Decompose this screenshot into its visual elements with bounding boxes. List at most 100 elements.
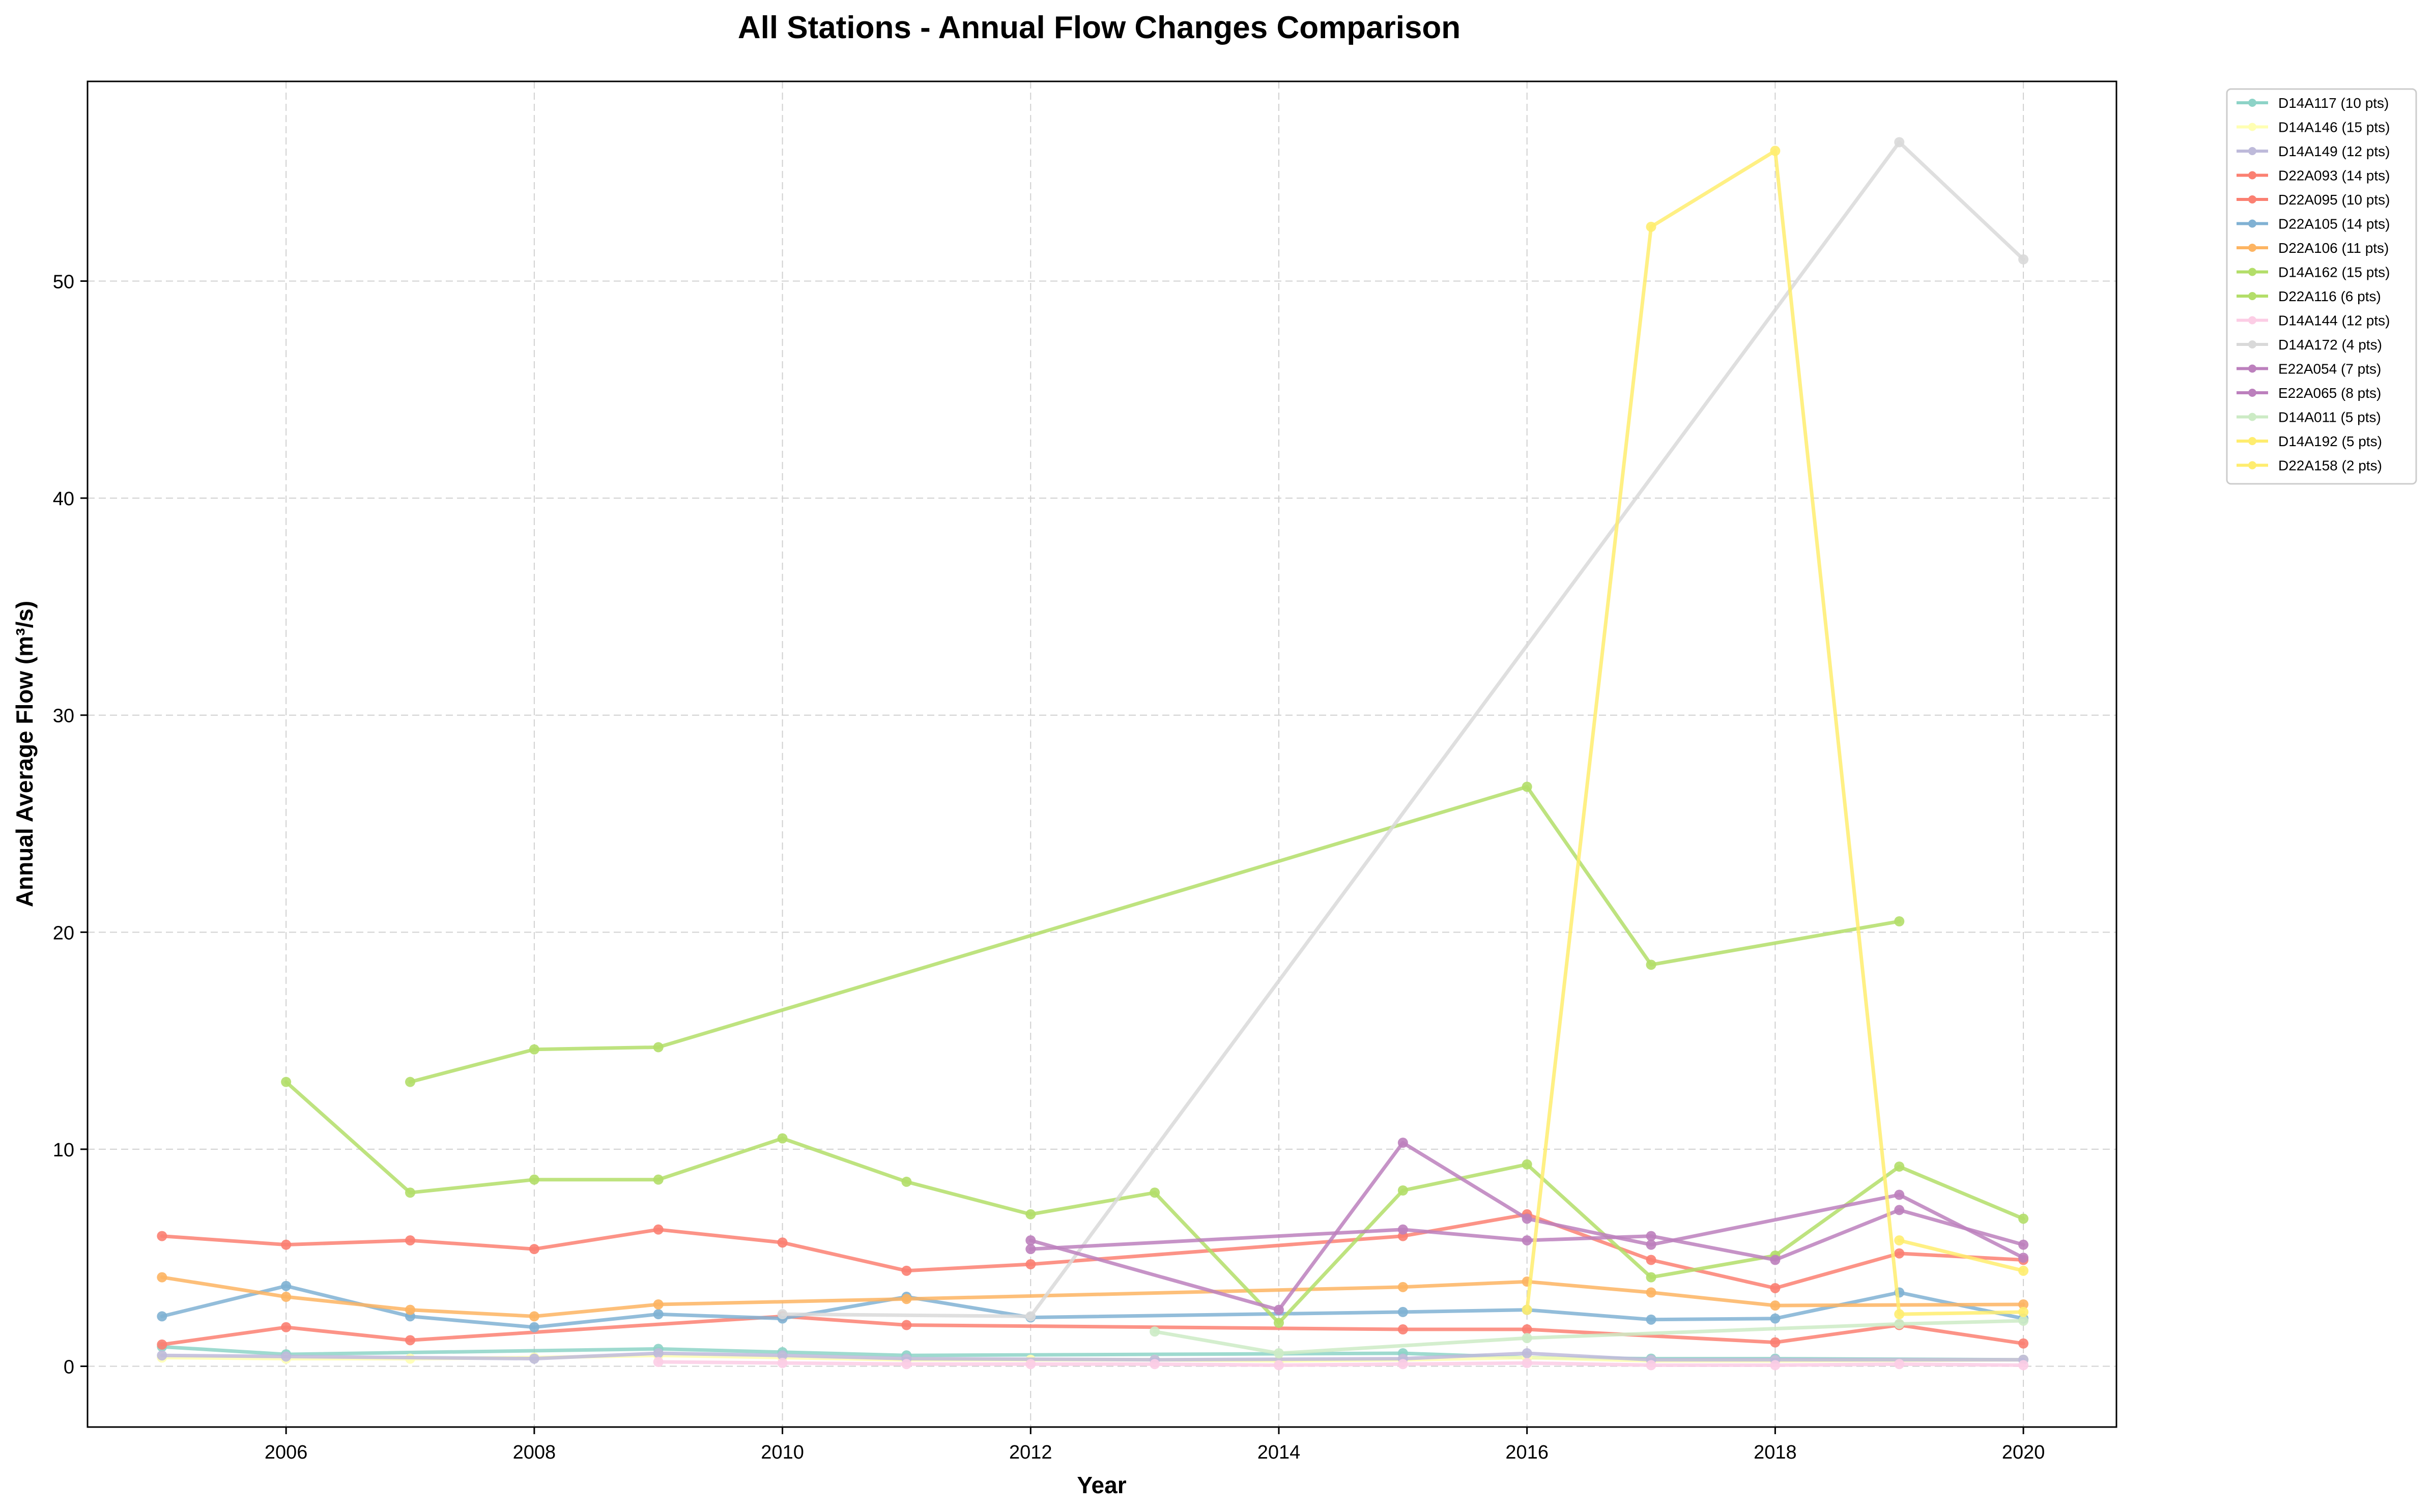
data-point xyxy=(157,1272,167,1283)
data-point xyxy=(653,1174,664,1185)
series-group xyxy=(1025,1138,2029,1315)
grid-lines xyxy=(88,81,2116,1427)
series-group xyxy=(405,781,1905,1087)
legend-frame xyxy=(2226,88,2417,485)
series-line xyxy=(408,785,1901,1084)
data-point xyxy=(653,1357,664,1368)
data-point xyxy=(281,1077,292,1087)
data-point xyxy=(157,1231,167,1241)
x-axis-ticks: 2006 2008 2010 2012 2014 2016 2018 2020 xyxy=(265,1427,2045,1463)
data-point xyxy=(405,1077,416,1087)
data-point xyxy=(653,1224,664,1235)
legend-swatch-marker xyxy=(2248,316,2256,325)
data-point xyxy=(1894,1161,1905,1172)
data-point xyxy=(1150,1359,1160,1370)
x-tick-label: 2020 xyxy=(2002,1442,2045,1463)
data-point xyxy=(1646,1360,1656,1371)
x-tick-label: 2006 xyxy=(265,1442,308,1463)
legend-label: D14A192 (5 pts) xyxy=(2278,433,2382,449)
data-point xyxy=(1894,1235,1905,1246)
y-axis-label: Annual Average Flow (m³/s) xyxy=(11,601,38,907)
series-group xyxy=(1894,1235,2029,1276)
series-group xyxy=(1522,146,2029,1320)
y-tick-label: 0 xyxy=(64,1357,74,1378)
data-point xyxy=(1522,1348,1532,1358)
legend-label: E22A054 (7 pts) xyxy=(2278,361,2381,377)
legend-item: D14A144 (12 pts) xyxy=(2237,313,2390,329)
data-point xyxy=(2018,254,2029,265)
data-point xyxy=(1894,1248,1905,1259)
legend-label: D14A146 (15 pts) xyxy=(2278,120,2390,135)
data-point xyxy=(1273,1360,1284,1371)
y-axis-ticks: 0 10 20 30 40 50 xyxy=(53,271,88,1378)
data-point xyxy=(1273,1318,1284,1328)
legend-swatch-marker xyxy=(2248,364,2256,373)
data-point xyxy=(281,1322,292,1332)
x-tick-label: 2012 xyxy=(1009,1442,1052,1463)
data-point xyxy=(1150,1326,1160,1337)
data-point xyxy=(1646,1231,1656,1241)
data-point xyxy=(1025,1244,1036,1255)
data-point xyxy=(405,1235,416,1246)
data-point xyxy=(901,1176,912,1187)
legend-swatch-marker xyxy=(2248,340,2256,348)
series-lines xyxy=(157,137,2029,1371)
data-point xyxy=(157,1311,167,1322)
data-point xyxy=(1025,1359,1036,1370)
series-line xyxy=(160,1284,2025,1329)
data-point xyxy=(157,1339,167,1350)
data-point xyxy=(777,1350,788,1361)
series-line xyxy=(1897,1238,2025,1273)
data-point xyxy=(777,1309,788,1320)
data-point xyxy=(1397,1359,1408,1370)
legend-swatch-marker xyxy=(2248,292,2256,300)
data-point xyxy=(901,1359,912,1370)
legend-item: D22A095 (10 pts) xyxy=(2237,192,2390,208)
x-tick-label: 2018 xyxy=(1754,1442,1797,1463)
data-point xyxy=(1770,1313,1781,1324)
data-point xyxy=(777,1358,788,1369)
legend-label: D22A106 (11 pts) xyxy=(2278,240,2389,256)
legend-swatch-marker xyxy=(2248,413,2256,421)
legend-label: D14A117 (10 pts) xyxy=(2278,95,2389,111)
legend-swatch-marker xyxy=(2248,244,2256,252)
x-tick-label: 2008 xyxy=(513,1442,556,1463)
legend-item: D22A106 (11 pts) xyxy=(2237,240,2389,256)
data-point xyxy=(1397,1282,1408,1292)
data-point xyxy=(1522,1159,1532,1170)
data-point xyxy=(1646,1314,1656,1325)
data-point xyxy=(1273,1348,1284,1358)
data-point xyxy=(1397,1324,1408,1335)
chart-title: All Stations - Annual Flow Changes Compa… xyxy=(738,10,1460,45)
legend-item: D14A117 (10 pts) xyxy=(2237,95,2389,111)
series-line xyxy=(656,1360,2025,1367)
legend-swatch-marker xyxy=(2248,268,2256,276)
data-point xyxy=(653,1309,664,1320)
legend-swatch-marker xyxy=(2248,195,2256,203)
data-point xyxy=(1770,146,1781,156)
legend-label: D22A105 (14 pts) xyxy=(2278,216,2390,232)
data-point xyxy=(529,1322,539,1332)
legend-swatch-marker xyxy=(2248,461,2256,470)
data-point xyxy=(1025,1259,1036,1270)
series-group xyxy=(1025,1205,2029,1265)
legend-item: D14A192 (5 pts) xyxy=(2237,433,2382,449)
data-point xyxy=(2018,1338,2029,1349)
y-tick-label: 30 xyxy=(53,706,74,727)
data-point xyxy=(1770,1283,1781,1293)
data-point xyxy=(1150,1187,1160,1198)
legend-swatch-marker xyxy=(2248,389,2256,397)
data-point xyxy=(529,1244,539,1255)
data-point xyxy=(1646,1255,1656,1265)
legend-item: D14A149 (12 pts) xyxy=(2237,143,2390,159)
data-point xyxy=(1522,1235,1532,1246)
data-point xyxy=(1025,1209,1036,1219)
x-axis-label: Year xyxy=(1077,1472,1126,1498)
legend-item: E22A065 (8 pts) xyxy=(2237,385,2381,401)
data-point xyxy=(2018,1360,2029,1371)
data-point xyxy=(1522,1358,1532,1369)
data-point xyxy=(1894,1189,1905,1200)
plot-frame xyxy=(87,80,2117,1428)
